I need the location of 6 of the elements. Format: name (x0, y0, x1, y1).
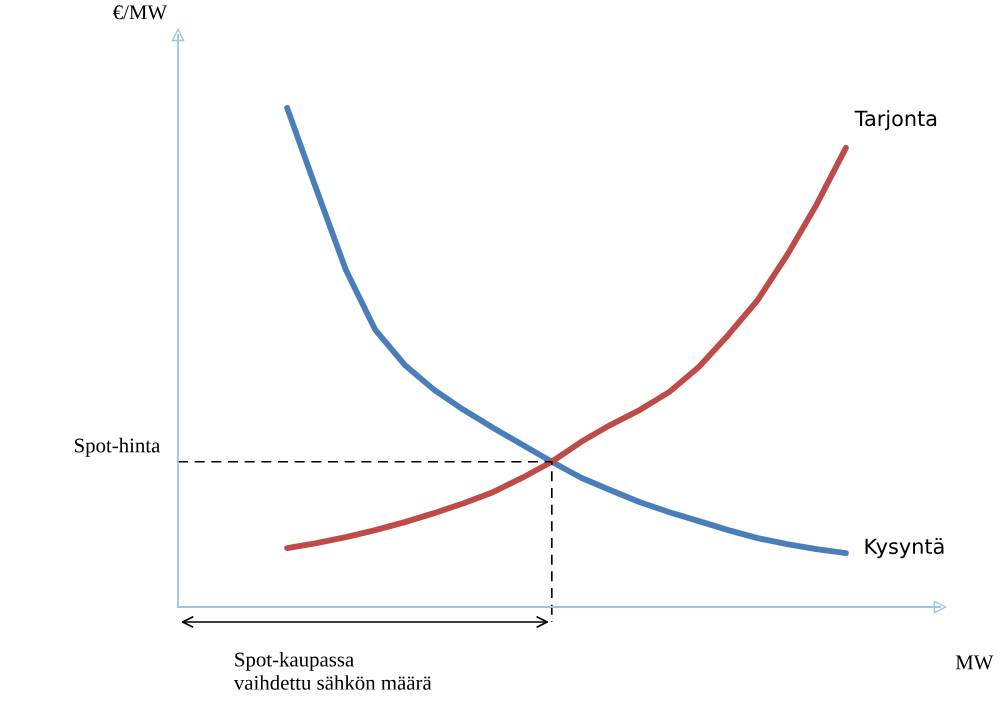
text: MW (955, 655, 994, 670)
ref-line-label: Spot-hinta (74, 437, 161, 457)
series-label: Tarjonta (854, 110, 937, 131)
text: €/MW (113, 5, 168, 20)
series-label: Kysyntä (865, 538, 944, 559)
text: Spot-kaupassa vaihdettu sähkön määrä (233, 651, 432, 690)
